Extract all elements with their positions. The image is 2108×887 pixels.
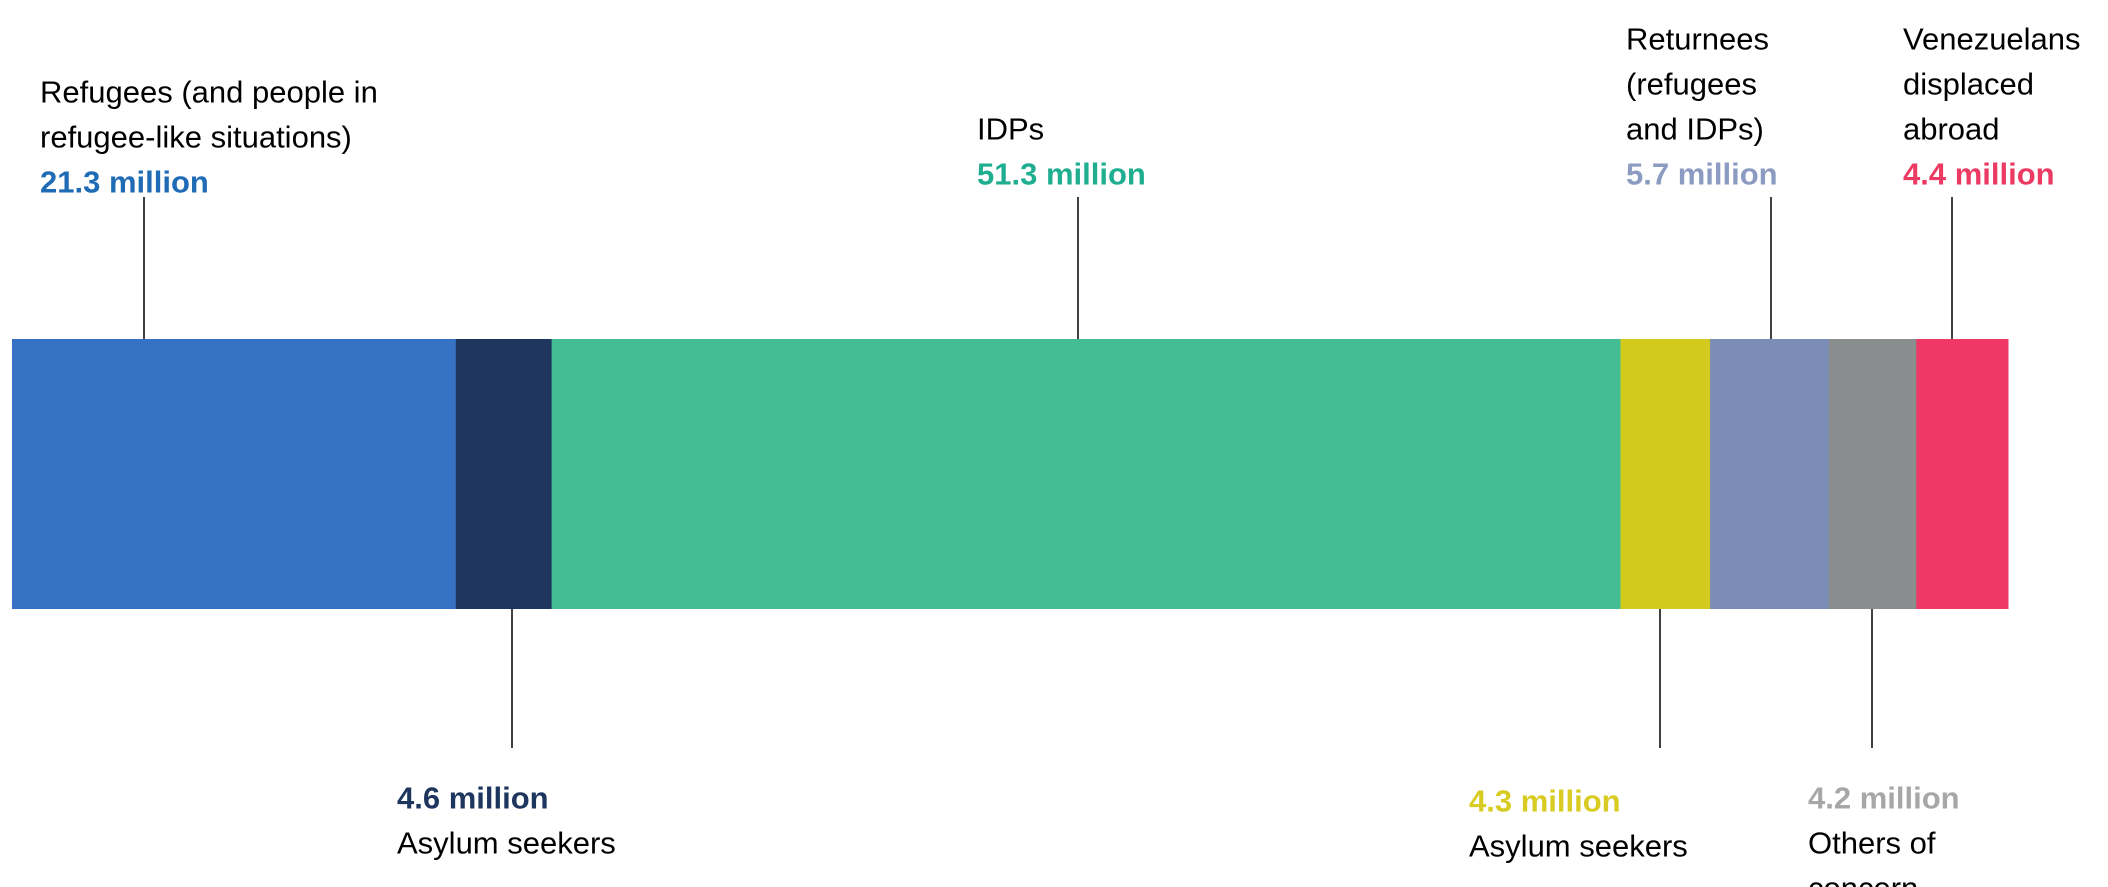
leader-lines [143,197,1953,748]
label-name-returnees-line-0: Returnees [1626,21,1769,56]
segment-labels: Refugees (and people in refugee-like situ… [40,21,2081,887]
label-name-asylum-seekers-1-line-0: Asylum seekers [397,825,616,860]
label-name-returnees-line-1: (refugees [1626,66,1757,101]
label-name-refugees-line-1: refugee-like situations) [40,119,352,154]
label-value-asylum-seekers-1: 4.6 million [397,780,549,815]
label-name-idps-line-0: IDPs [977,111,1044,146]
label-value-others-of-concern: 4.2 million [1808,780,1960,815]
bar-segments [12,339,2009,609]
label-value-refugees: 21.3 million [40,164,209,199]
label-name-others-of-concern-line-1: concern [1808,870,1918,887]
label-value-venezuelans: 4.4 million [1903,156,2055,191]
bar-segment-idps [551,339,1621,609]
bar-segment-returnees [1710,339,1830,609]
label-value-idps: 51.3 million [977,156,1146,191]
bar-segment-venezuelans [1916,339,2009,609]
label-name-venezuelans-line-2: abroad [1903,111,2000,146]
label-name-others-of-concern-line-0: Others of [1808,825,1936,860]
bar-segment-asylum-seekers-1 [455,339,553,609]
label-name-returnees-line-2: and IDPs) [1626,111,1764,146]
bar-segment-others-of-concern [1828,339,1917,609]
label-value-asylum-seekers-2: 4.3 million [1469,783,1621,818]
bar-segment-asylum-seekers-2 [1620,339,1711,609]
label-name-venezuelans-line-0: Venezuelans [1903,21,2081,56]
label-name-refugees-line-0: Refugees (and people in [40,74,378,109]
label-name-asylum-seekers-2-line-0: Asylum seekers [1469,828,1688,863]
label-name-venezuelans-line-1: displaced [1903,66,2034,101]
bar-segment-refugees [12,339,457,609]
label-value-returnees: 5.7 million [1626,156,1778,191]
